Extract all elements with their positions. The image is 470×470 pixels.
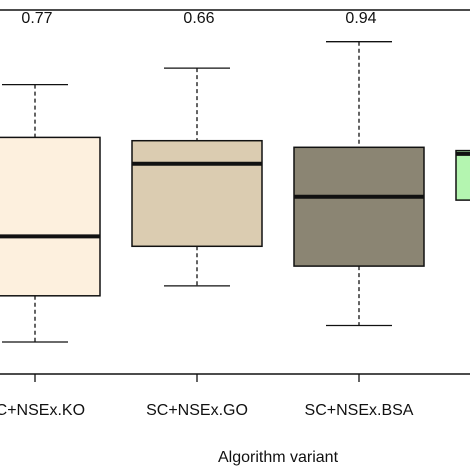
box-iqr	[293, 146, 425, 267]
box-iqr	[0, 136, 101, 297]
p-value-labels: 0.77 0.66 0.94	[21, 10, 376, 27]
box-group-0	[0, 83, 101, 343]
plot-frame	[0, 9, 470, 375]
x-tick-label: SC+NSEx.BSA	[305, 402, 414, 419]
box-iqr	[131, 139, 263, 248]
x-tick-label: SC+NSEx.KO	[0, 402, 85, 419]
plot-border	[0, 9, 470, 375]
p-value-label: 0.77	[21, 10, 52, 27]
p-value-label: 0.66	[183, 10, 214, 27]
x-axis-title: Algorithm variant	[218, 449, 339, 466]
box-group-3	[455, 149, 470, 201]
box-iqr	[455, 149, 470, 201]
x-tick-label: SC+NSEx.GO	[146, 402, 248, 419]
box-group-2	[293, 41, 425, 327]
box-group-1	[131, 67, 263, 287]
p-value-label: 0.94	[345, 10, 376, 27]
boxes	[0, 41, 470, 343]
